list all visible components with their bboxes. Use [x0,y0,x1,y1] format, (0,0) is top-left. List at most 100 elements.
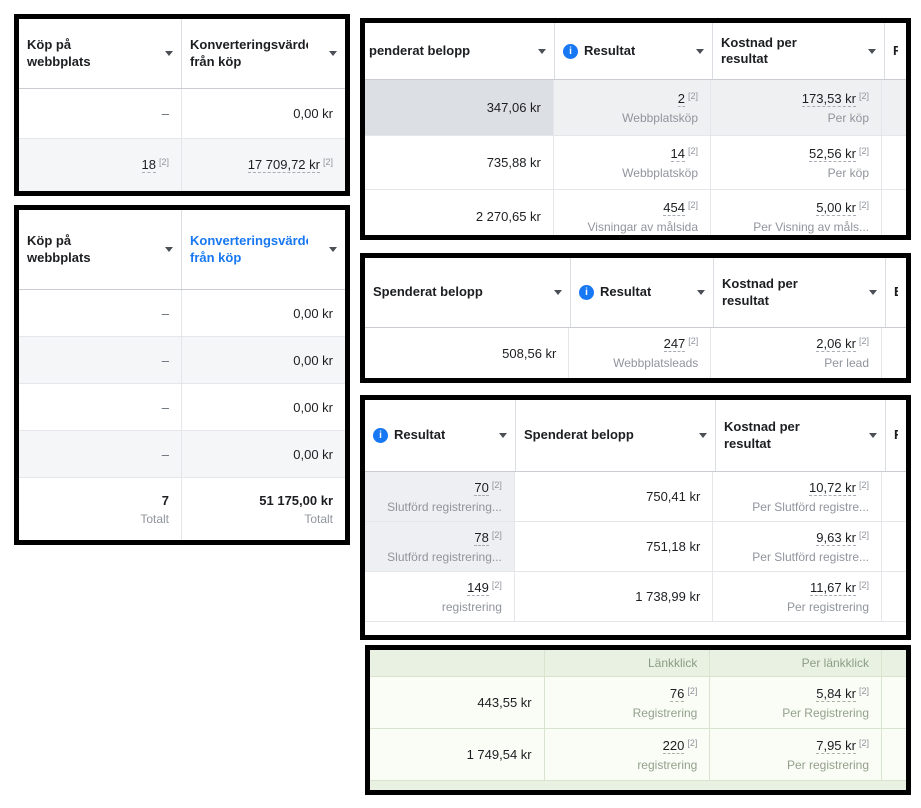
result-value[interactable]: 149 [467,579,489,596]
footnote-marker: [2] [859,479,870,490]
column-header-website-purchases[interactable]: Köp på webbplats [19,210,182,289]
cell-cost: 52,56 kr [2] Per köp [711,136,883,189]
chevron-down-icon[interactable] [554,290,562,295]
column-header-label: Resultat [600,284,652,300]
cost-type-label: Per Registrering [782,705,869,720]
info-icon[interactable]: i [373,428,388,443]
footnote-marker: [2] [687,90,698,101]
column-header-results[interactable]: i Resultat [571,258,714,327]
purchases-value: – [161,446,169,462]
cost-type-label: Per Slutförd registre... [752,549,870,564]
column-header-cost-per-result[interactable]: Kostnad per resultat [716,400,886,471]
cost-value[interactable]: 7,95 kr [816,737,856,754]
cell-spend: 443,55 kr [370,677,545,728]
info-icon[interactable]: i [579,285,594,300]
chevron-down-icon[interactable] [165,51,173,56]
column-header-conversion-value[interactable]: Konverteringsvärde från köp [182,210,345,289]
cost-value[interactable]: 5,00 kr [816,199,856,216]
column-header-conversion-value[interactable]: Konverteringsvärde från köp [182,19,345,88]
result-value[interactable]: 2 [677,90,685,107]
chevron-down-icon[interactable] [869,433,877,438]
cell-conversion-value: 0,00 kr [182,431,345,477]
chevron-down-icon[interactable] [696,48,704,54]
chevron-down-icon[interactable] [329,247,337,252]
column-header-frequency[interactable]: Fre [885,23,906,79]
result-value[interactable]: 70 [474,479,489,496]
result-type-label: Slutförd registrering... [387,549,502,564]
result-value[interactable]: 76 [669,685,685,702]
footnote-marker: [2] [491,479,502,490]
cost-value[interactable]: 10,72 kr [809,479,856,496]
column-header-label: Konverteringsvärde från köp [190,37,308,69]
spend-value: 347,06 kr [486,100,541,115]
cell-cost: 5,84 kr [2] Per Registrering [710,677,882,728]
result-type-label: registrering [637,757,698,772]
header-row: penderat belopp i Resultat Kostnad per re… [365,23,906,80]
result-value[interactable]: 14 [670,145,685,162]
chevron-down-icon[interactable] [499,433,507,438]
purchases-value[interactable]: 18 [141,156,156,173]
table-row: 2 270,65 kr 454 [2] Visningar av målsida … [365,190,906,235]
cost-value[interactable]: 173,53 kr [801,90,856,107]
footnote-marker: [2] [859,199,870,210]
result-value[interactable]: 220 [662,737,685,754]
cell-purchases: – [19,337,182,383]
cost-value[interactable]: 5,84 kr [816,685,856,702]
conversion-value[interactable]: 17 709,72 kr [247,156,320,173]
cell-spend: 2 270,65 kr [365,190,554,235]
purchases-value: – [161,305,169,321]
column-header-cost-per-result[interactable]: Kostnad per resultat [713,23,885,79]
result-type-label: Slutförd registrering... [387,499,502,514]
column-header-spend[interactable]: Spenderat belopp [365,258,571,327]
column-header-results[interactable]: i Resultat [555,23,713,79]
column-header-frequency[interactable]: Fre [886,400,906,471]
cell-conversion-value: 17 709,72 kr [2] [182,139,345,191]
chevron-down-icon[interactable] [697,290,705,295]
cost-type-label: Per lead [824,356,869,370]
chevron-down-icon[interactable] [868,48,876,54]
column-header-label: Spenderat belopp [373,284,483,300]
cell-result: 220 [2] registrering [544,729,711,780]
result-type-label: Webbplatsköp [622,110,698,125]
conversion-value: 0,00 kr [293,106,333,121]
spend-value: 735,88 kr [486,155,541,170]
cost-value[interactable]: 52,56 kr [809,145,856,162]
cell-result: 70 [2] Slutförd registrering... [365,472,515,521]
cost-value[interactable]: 2,06 kr [816,336,856,352]
result-value[interactable]: 454 [663,199,685,216]
cell-cost: 9,63 kr [2] Per Slutförd registre... [713,522,883,571]
column-header-label: Resultat [394,427,446,443]
column-header-spend[interactable]: penderat belopp [365,23,555,79]
cell-result: 14 [2] Webbplatsköp [554,136,711,189]
cost-type-label: Per registrering [786,599,870,614]
cost-value[interactable]: 11,67 kr [809,579,856,596]
conversion-value: 0,00 kr [293,446,333,462]
cost-type-label: Per Slutförd registre... [752,499,870,514]
result-type-label: registrering [441,599,502,614]
conversion-value: 0,00 kr [293,305,333,321]
footnote-marker: [2] [859,145,870,156]
chevron-down-icon[interactable] [538,48,546,54]
cost-value[interactable]: 9,63 kr [816,529,856,546]
chevron-down-icon[interactable] [869,290,877,295]
cell-purchases: – [19,431,182,477]
column-header-cost-per-result[interactable]: Kostnad per resultat [714,258,886,327]
column-header-extra[interactable]: Ex [886,258,906,327]
result-value[interactable]: 78 [474,529,489,546]
column-header-website-purchases[interactable]: Köp på webbplats [19,19,182,88]
column-header-label: Fre [893,43,898,59]
spend-value: 1 738,99 kr [635,589,701,604]
conversion-value: 0,00 kr [293,399,333,415]
result-value[interactable]: 247 [663,336,686,352]
cost-type-label: Per registrering [786,757,869,772]
chevron-down-icon[interactable] [165,247,173,252]
footnote-marker: [2] [491,529,502,540]
info-icon[interactable]: i [563,43,578,59]
total-conversion-value: 51 175,00 kr [259,492,333,508]
column-header-spend[interactable]: Spenderat belopp [516,400,716,471]
column-header-results[interactable]: i Resultat [365,400,516,471]
chevron-down-icon[interactable] [329,51,337,56]
cell-cost: Per länkklick [710,650,882,676]
totals-label: Totalt [140,511,169,526]
chevron-down-icon[interactable] [699,433,707,438]
